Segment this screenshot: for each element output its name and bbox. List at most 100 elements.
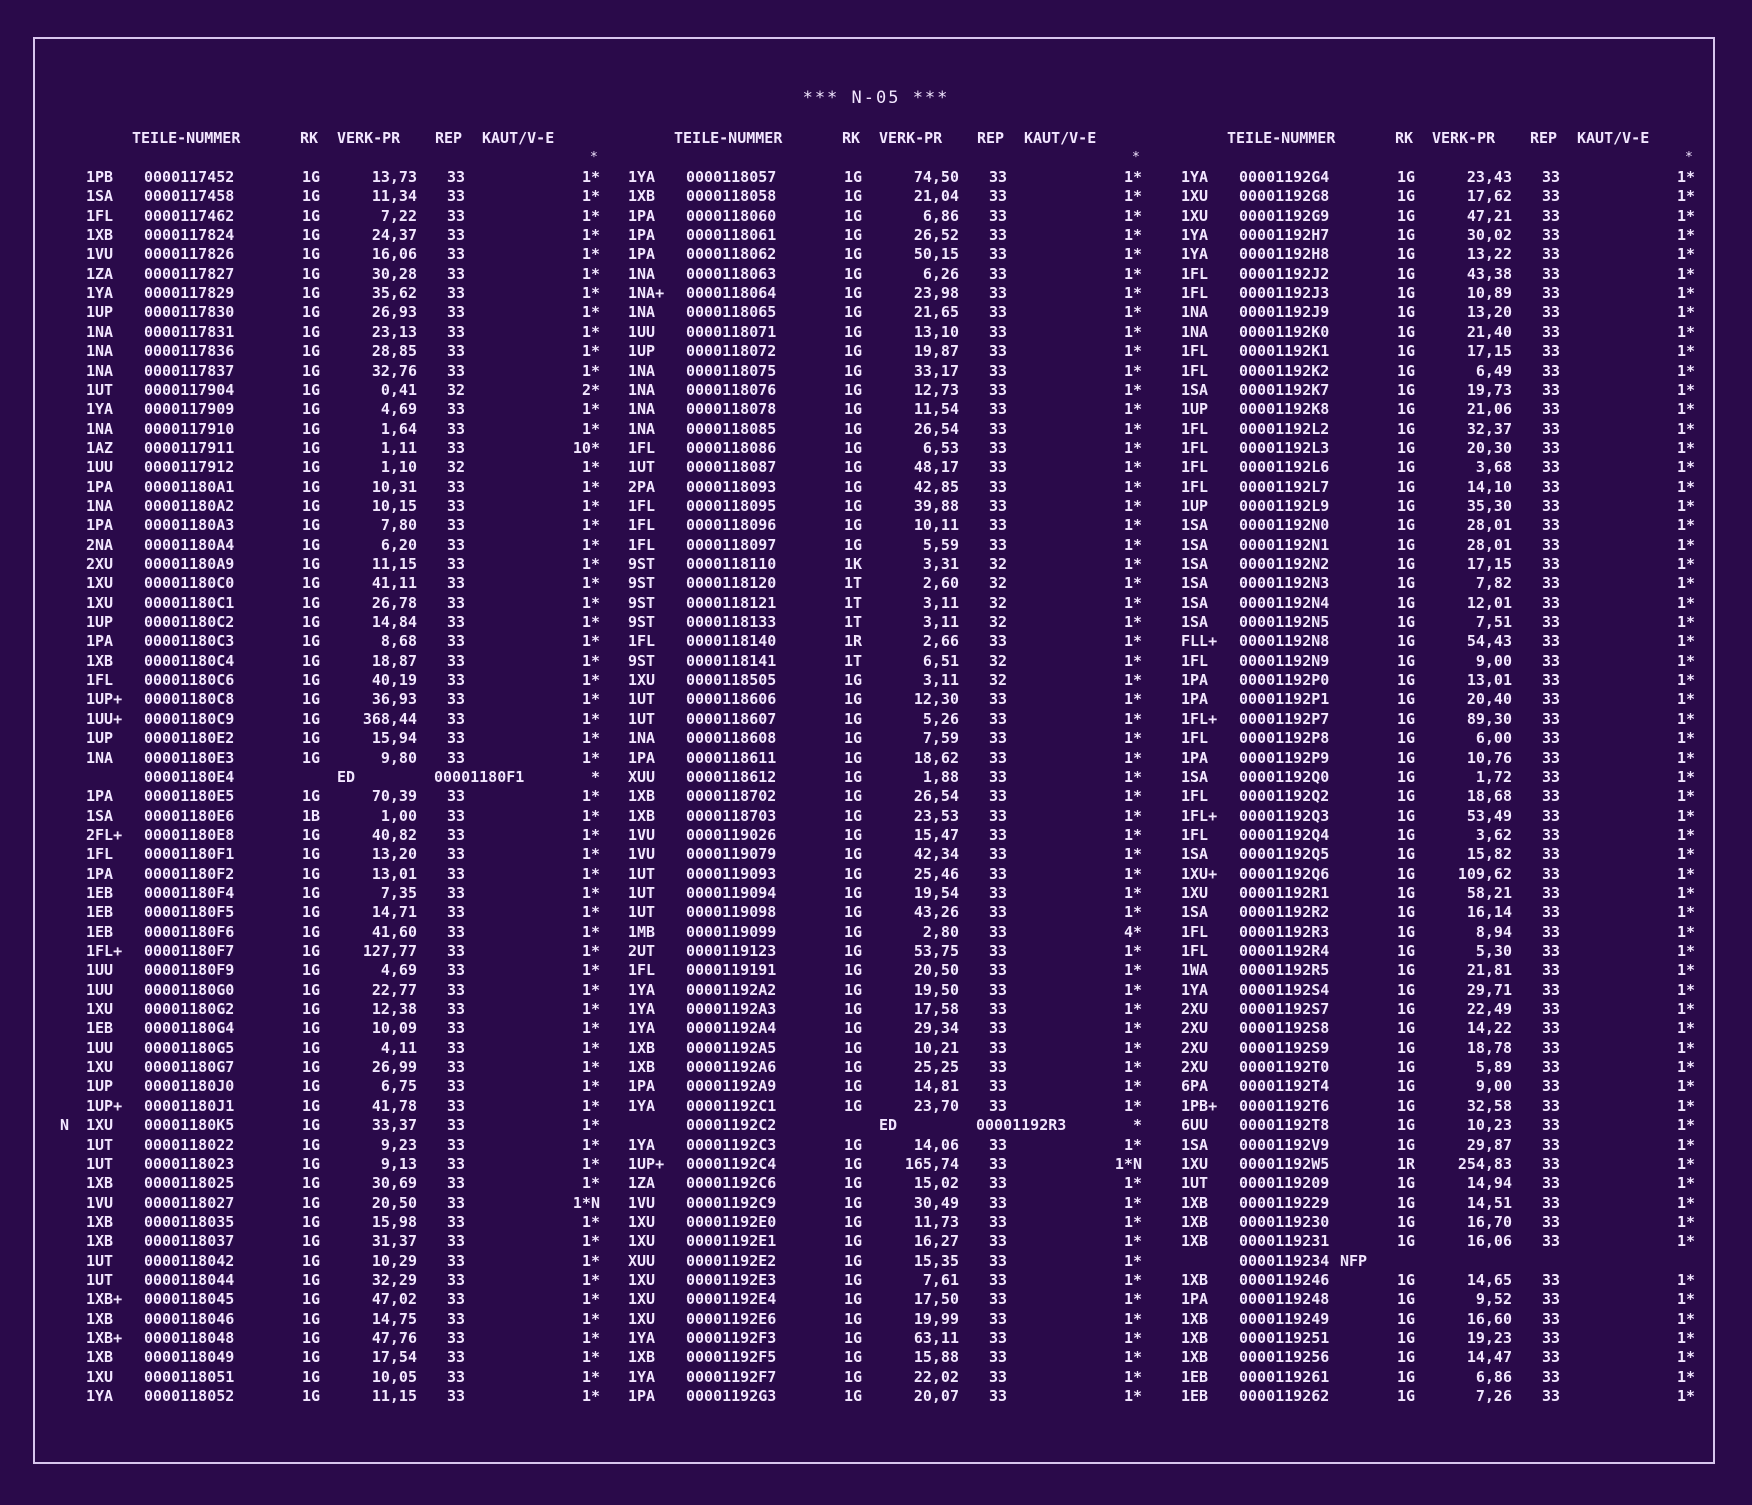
price-value: 20,40 bbox=[1466, 690, 1512, 708]
rk-value: 1G bbox=[844, 1290, 863, 1308]
part-number: 00001192Q4 bbox=[1239, 826, 1330, 844]
price-value: 32,76 bbox=[371, 362, 417, 380]
price-value: 254,83 bbox=[1457, 1155, 1512, 1173]
part-number: 00001192Q0 bbox=[1239, 768, 1330, 786]
kaut-value: 1* bbox=[1123, 536, 1142, 554]
part-number: 00001180A1 bbox=[144, 478, 235, 496]
price-value: 17,62 bbox=[1466, 187, 1512, 205]
part-number: 00001192P9 bbox=[1239, 749, 1330, 767]
rk-value: 1G bbox=[302, 245, 321, 263]
rep-value: 33 bbox=[989, 187, 1008, 205]
kaut-value: 1* bbox=[1676, 1387, 1695, 1405]
item-code: 1NA+ bbox=[628, 284, 665, 302]
price-value: 7,82 bbox=[1475, 574, 1512, 592]
item-code: 1PA bbox=[1181, 671, 1209, 689]
rk-value: 1G bbox=[1397, 1387, 1416, 1405]
price-value: 20,30 bbox=[1466, 439, 1512, 457]
rk-value: 1G bbox=[844, 1329, 863, 1347]
price-value: 15,94 bbox=[371, 729, 417, 747]
rep-value: 33 bbox=[989, 632, 1008, 650]
table-row: 1MB 0000119099 1G 2,80 33 4* bbox=[604, 923, 1164, 942]
price-value: 4,69 bbox=[380, 961, 417, 979]
table-row: 1YA 0000117829 1G 35,62 33 1* bbox=[62, 284, 622, 303]
price-value: 11,34 bbox=[371, 187, 417, 205]
part-number: 0000118078 bbox=[686, 400, 777, 418]
item-code: 2PA bbox=[628, 478, 656, 496]
part-number: 0000118505 bbox=[686, 671, 777, 689]
price-value: 13,01 bbox=[371, 865, 417, 883]
table-row: 1XU 00001180C1 1G 26,78 33 1* bbox=[62, 594, 622, 613]
part-number: 0000118052 bbox=[144, 1387, 235, 1405]
table-row: 1XB 00001192A5 1G 10,21 33 1* bbox=[604, 1039, 1164, 1058]
rep-value: 33 bbox=[989, 903, 1008, 921]
rep-value: 33 bbox=[1542, 652, 1561, 670]
part-number: 0000119262 bbox=[1239, 1387, 1330, 1405]
rep-value: 33 bbox=[989, 1271, 1008, 1289]
rk-value: 1G bbox=[1397, 323, 1416, 341]
table-row: 1FL 00001192K2 1G 6,49 33 1* bbox=[1157, 362, 1717, 381]
item-code: 1NA bbox=[628, 265, 656, 283]
table-row: 1SA 00001192Q5 1G 15,82 33 1* bbox=[1157, 845, 1717, 864]
kaut-value: 1* bbox=[1123, 265, 1142, 283]
item-code: 1YA bbox=[628, 1000, 656, 1018]
rep-value: 33 bbox=[1542, 245, 1561, 263]
table-row: 1VU 00001192C9 1G 30,49 33 1* bbox=[604, 1194, 1164, 1213]
rk-value: 1G bbox=[302, 1213, 321, 1231]
table-row: 0000119234 NFP bbox=[1157, 1252, 1717, 1271]
table-row: 1XB 0000118025 1G 30,69 33 1* bbox=[62, 1174, 622, 1193]
price-value: 15,35 bbox=[913, 1252, 959, 1270]
kaut-value: 1* bbox=[1123, 420, 1142, 438]
kaut-value: 1* bbox=[1123, 710, 1142, 728]
kaut-value: 1* bbox=[581, 1310, 600, 1328]
kaut-value: 1* bbox=[1123, 497, 1142, 515]
kaut-value: 1* bbox=[581, 168, 600, 186]
kaut-value: * bbox=[590, 768, 600, 786]
item-code: 1UT bbox=[628, 690, 656, 708]
item-code: 1ZA bbox=[628, 1174, 656, 1192]
rk-value: 1G bbox=[844, 729, 863, 747]
part-number: 00001192T0 bbox=[1239, 1058, 1330, 1076]
item-code: 1FL bbox=[1181, 652, 1209, 670]
table-row: 1EB 00001180F5 1G 14,71 33 1* bbox=[62, 903, 622, 922]
table-row: 1YA 00001192A4 1G 29,34 33 1* bbox=[604, 1019, 1164, 1038]
table-row: 1SA 00001192V9 1G 29,87 33 1* bbox=[1157, 1136, 1717, 1155]
table-row: 1XB 0000119256 1G 14,47 33 1* bbox=[1157, 1348, 1717, 1367]
kaut-value: 1* bbox=[1676, 497, 1695, 515]
kaut-value: 1* bbox=[1676, 516, 1695, 534]
rep-value: 33 bbox=[989, 923, 1008, 941]
kaut-value: 1* bbox=[1676, 768, 1695, 786]
rep-value: 33 bbox=[989, 245, 1008, 263]
table-row: 1XB+ 0000118048 1G 47,76 33 1* bbox=[62, 1329, 622, 1348]
table-row: 1YA 00001192F7 1G 22,02 33 1* bbox=[604, 1368, 1164, 1387]
rep-value: 33 bbox=[989, 1058, 1008, 1076]
price-value: NFP bbox=[1340, 1252, 1368, 1270]
kaut-value: 1* bbox=[1123, 400, 1142, 418]
rep-value: 32 bbox=[447, 458, 466, 476]
price-value: 30,28 bbox=[371, 265, 417, 283]
item-code: 1XU bbox=[1181, 884, 1209, 902]
rk-value: 1G bbox=[1397, 497, 1416, 515]
rk-value: 1G bbox=[844, 284, 863, 302]
price-value: 19,73 bbox=[1466, 381, 1512, 399]
price-value: 2,60 bbox=[922, 574, 959, 592]
rk-value: 1G bbox=[302, 555, 321, 573]
item-code: 1EB bbox=[86, 1019, 114, 1037]
rep-value: 33 bbox=[447, 1019, 466, 1037]
item-code: 1NA bbox=[628, 303, 656, 321]
item-code: 1VU bbox=[628, 845, 656, 863]
price-value: 6,20 bbox=[380, 536, 417, 554]
price-value: 7,80 bbox=[380, 516, 417, 534]
rep-value: 33 bbox=[447, 1329, 466, 1347]
table-row: 1YA 00001192A2 1G 19,50 33 1* bbox=[604, 981, 1164, 1000]
table-row: 1ZA 0000117827 1G 30,28 33 1* bbox=[62, 265, 622, 284]
item-code: 1PA bbox=[628, 1077, 656, 1095]
item-code: 1XU bbox=[86, 574, 114, 592]
price-value: 9,80 bbox=[380, 749, 417, 767]
part-number: 0000118703 bbox=[686, 807, 777, 825]
part-number: 0000117911 bbox=[144, 439, 235, 457]
table-row: 1ZA 00001192C6 1G 15,02 33 1* bbox=[604, 1174, 1164, 1193]
kaut-value: 1* bbox=[1676, 884, 1695, 902]
item-code: 1UU bbox=[86, 458, 114, 476]
table-row: 1NA 0000118076 1G 12,73 33 1* bbox=[604, 381, 1164, 400]
part-number: 00001192W5 bbox=[1239, 1155, 1330, 1173]
